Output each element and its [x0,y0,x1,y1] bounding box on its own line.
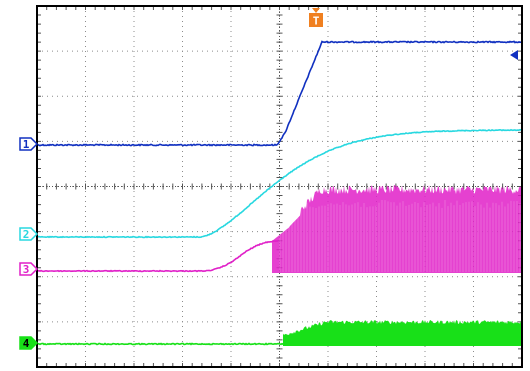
channel-3-waveform-ramp [36,240,279,273]
channel-2-marker-shape [19,227,39,241]
screen-frame [36,5,523,368]
trigger-down-arrow-icon [312,8,320,13]
channel-3-switching-texture [279,200,521,272]
channel-2-label: 2 [23,228,30,241]
trigger-marker-box [309,13,323,27]
waveform-traces [36,40,523,346]
channel-4-marker[interactable]: 4 [19,336,39,350]
trigger-marker-label: T [313,15,320,28]
channel-1-label: 1 [23,138,30,151]
channel-3-label: 3 [23,263,30,276]
channel-2-marker[interactable]: 2 [19,227,39,241]
channel-1-marker-shape [19,137,39,151]
channel-4-waveform-active [283,320,522,346]
channel-3-marker[interactable]: 3 [19,262,39,276]
channel-1-waveform [36,40,523,147]
channel-4-label: 4 [23,337,30,350]
channel-3-marker-shape [19,262,39,276]
trigger-position-marker[interactable]: T [309,8,323,28]
channel-3-waveform-switching [272,185,522,273]
channel-1-marker[interactable]: 1 [19,137,39,151]
channel-2-waveform [36,128,523,239]
trigger-level-left-arrow-icon[interactable] [510,50,518,60]
channel-4-marker-shape [19,336,39,350]
channel-4-waveform-idle [36,342,286,346]
